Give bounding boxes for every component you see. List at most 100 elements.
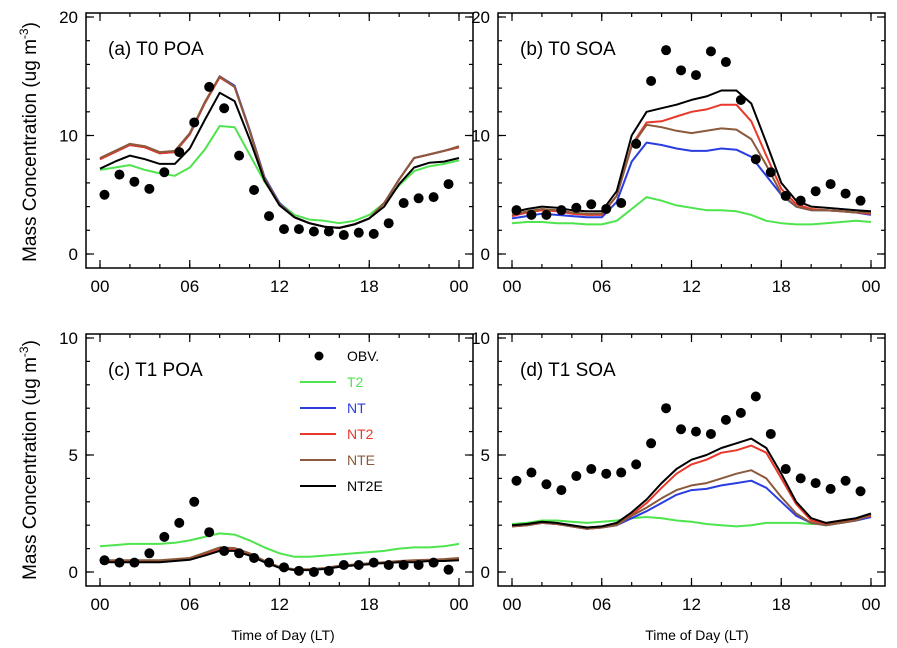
legend-obv-marker xyxy=(314,351,324,361)
obv-point-t0-poa xyxy=(413,193,424,204)
obv-point-t0-poa xyxy=(144,183,155,194)
obv-point-t0-soa xyxy=(720,57,731,68)
x-tick-label-t0-soa: 00 xyxy=(862,277,881,296)
obv-point-t0-poa xyxy=(99,189,110,200)
obv-point-t0-poa xyxy=(293,224,304,235)
panel-t0-soa: 0 10 20 00 06 12 18 00 (b) T0 SOA xyxy=(471,8,886,296)
obv-point-t1-poa xyxy=(219,545,230,556)
obv-point-t1-poa xyxy=(159,531,170,542)
obv-point-t0-soa xyxy=(765,167,776,178)
obv-point-t0-soa xyxy=(750,154,761,165)
obv-point-t0-poa xyxy=(353,227,364,238)
obv-point-t0-poa xyxy=(249,185,260,196)
obv-point-t1-soa xyxy=(571,471,582,482)
obv-point-t1-soa xyxy=(780,464,791,475)
panel-title-t0-poa: (a) T0 POA xyxy=(108,39,204,60)
obv-point-t0-poa xyxy=(189,117,200,128)
obv-point-t1-poa xyxy=(114,557,125,568)
panel-title-t1-soa: (d) T1 SOA xyxy=(520,360,616,381)
obv-point-t1-poa xyxy=(398,559,409,570)
obv-point-t1-soa xyxy=(676,424,687,435)
series-line-nt2-t0-soa xyxy=(511,103,872,218)
y-axis-label-bottom: Mass Concentration (ug m-3) xyxy=(17,340,41,580)
x-tick-label-t0-poa: 00 xyxy=(450,277,469,296)
obv-point-t1-poa xyxy=(443,564,454,575)
obv-point-t1-poa xyxy=(428,557,439,568)
y-tick-label-t0-soa: 10 xyxy=(471,127,490,146)
obv-point-t1-soa xyxy=(840,475,851,486)
obv-point-t1-poa xyxy=(174,517,185,528)
series-line-nt2e-t0-poa xyxy=(99,91,460,229)
legend-obv-label: OBV. xyxy=(347,348,379,364)
obv-point-t1-poa xyxy=(368,557,379,568)
obv-point-t0-soa xyxy=(661,45,672,56)
obv-point-t1-soa xyxy=(795,473,806,484)
obv-point-t0-soa xyxy=(825,179,836,190)
obv-point-t0-soa xyxy=(855,195,866,206)
obv-point-t1-poa xyxy=(293,565,304,576)
obv-point-t1-poa xyxy=(234,548,245,559)
obv-point-t1-poa xyxy=(249,552,260,563)
obv-point-t0-soa xyxy=(526,209,537,220)
obv-point-t0-soa xyxy=(541,209,552,220)
series-line-t2-t1-poa xyxy=(99,532,460,558)
legend-nt2e-label: NT2E xyxy=(347,478,383,494)
obv-point-t1-poa xyxy=(323,565,334,576)
obv-point-t0-soa xyxy=(810,186,821,197)
series-line-nte-t0-soa xyxy=(511,123,871,216)
obv-point-t0-poa xyxy=(368,228,379,239)
obv-point-t1-soa xyxy=(586,464,597,475)
x-tick-label-t0-soa: 12 xyxy=(682,277,701,296)
obv-point-t1-soa xyxy=(646,438,657,449)
x-tick-label-t0-poa: 18 xyxy=(360,277,379,296)
x-tick-label-t0-poa: 12 xyxy=(270,277,289,296)
series-line-nt2e-t0-soa xyxy=(511,89,872,214)
obv-point-t1-poa xyxy=(383,559,394,570)
x-tick-label-t1-soa: 18 xyxy=(772,595,791,614)
panel-t1-soa: 0 5 10 00 06 12 18 00 (d) T1 SOA xyxy=(471,329,886,614)
obv-point-t0-soa xyxy=(571,202,582,213)
obv-point-t1-soa xyxy=(661,403,672,414)
svg-text:Mass Concentration (ug m-3): Mass Concentration (ug m-3) xyxy=(17,340,41,580)
y-tick-label-t0-soa: 20 xyxy=(471,8,490,27)
obv-point-t1-soa xyxy=(541,479,552,490)
obv-point-t0-poa xyxy=(323,226,334,237)
x-tick-label-t1-soa: 00 xyxy=(862,595,881,614)
obv-point-t1-soa xyxy=(735,407,746,418)
legend-nt-label: NT xyxy=(347,400,366,416)
obv-point-t1-poa xyxy=(413,559,424,570)
obv-point-t0-soa xyxy=(511,205,522,216)
obv-point-t0-poa xyxy=(219,103,230,114)
obv-point-t1-soa xyxy=(601,468,612,479)
x-tick-label-t1-poa: 18 xyxy=(360,595,379,614)
obv-point-t0-soa xyxy=(601,203,612,214)
x-tick-label-t1-poa: 00 xyxy=(91,595,110,614)
y-tick-label-t0-soa: 0 xyxy=(481,245,490,264)
obv-point-t0-soa xyxy=(586,199,597,210)
obv-point-t1-soa xyxy=(690,426,701,437)
y-tick-label-t1-soa: 5 xyxy=(481,446,490,465)
series-line-t2-t0-soa xyxy=(511,196,872,226)
obv-point-t1-soa xyxy=(810,478,821,489)
obv-point-t0-poa xyxy=(174,147,185,158)
obv-point-t0-soa xyxy=(676,65,687,76)
x-tick-label-t1-poa: 00 xyxy=(450,595,469,614)
legend-t2-label: T2 xyxy=(347,374,364,390)
obv-point-t1-soa xyxy=(556,485,567,496)
obv-point-t0-soa xyxy=(840,188,851,199)
obv-point-t1-poa xyxy=(278,562,289,573)
obv-point-t0-poa xyxy=(159,167,170,178)
series-line-t2-t0-poa xyxy=(99,125,460,225)
obv-point-t0-poa xyxy=(428,192,439,203)
y-tick-label-t0-poa: 20 xyxy=(59,8,78,27)
obv-point-t0-soa xyxy=(705,46,716,57)
x-tick-label-t0-poa: 06 xyxy=(180,277,199,296)
x-axis-label-left: Time of Day (LT) xyxy=(231,627,334,643)
y-tick-label-t1-poa: 5 xyxy=(69,446,78,465)
obv-point-t0-poa xyxy=(338,230,349,241)
panel-t1-poa: 0 5 10 00 06 12 18 00 (c) T1 POA xyxy=(59,329,474,614)
x-tick-label-t1-soa: 06 xyxy=(592,595,611,614)
obv-point-t0-poa xyxy=(308,226,319,237)
